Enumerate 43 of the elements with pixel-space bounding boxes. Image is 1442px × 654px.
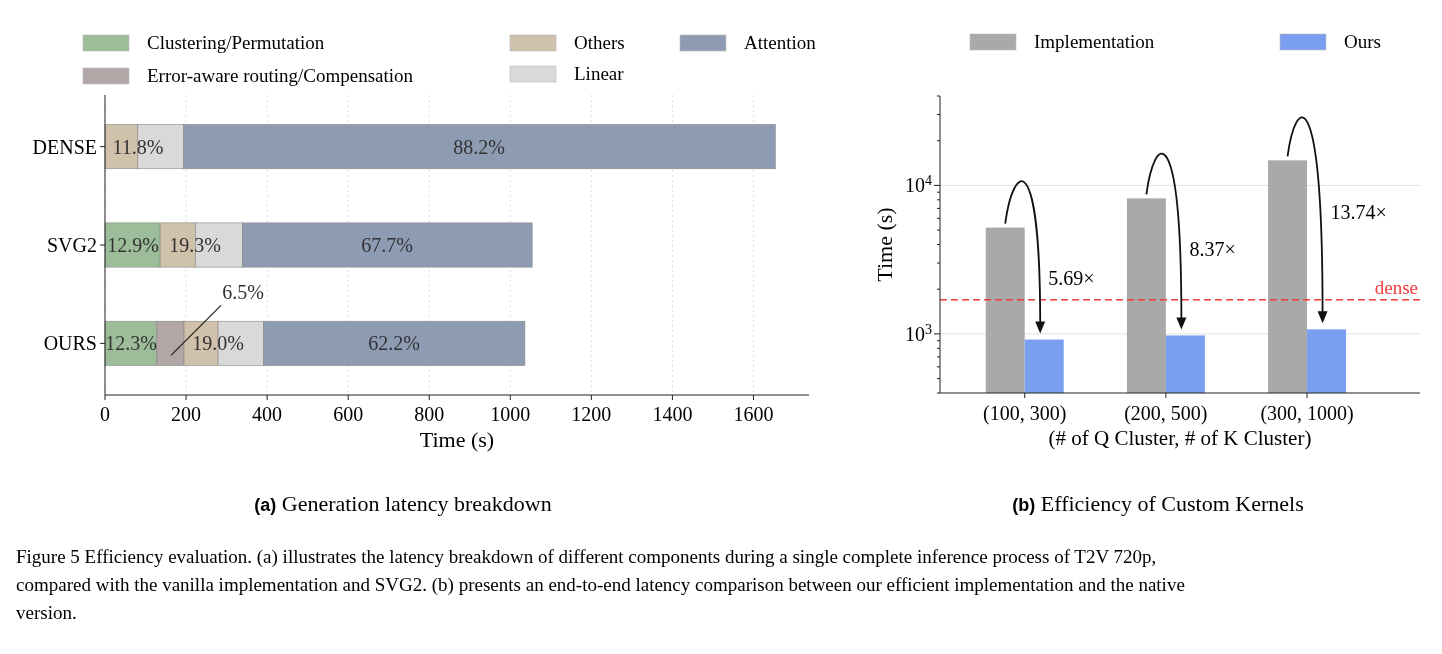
annotation: 88.2%	[453, 135, 505, 158]
legend-label: Others	[574, 32, 625, 53]
text: (a) Generation latency breakdown	[254, 491, 552, 516]
x-tick-label: (200, 500)	[1124, 402, 1208, 425]
caption: Figure 5 Efficiency evaluation. (a) illustrates the latency breakdown of different components during a single complete inference process of T2V 720p, compared with the vanilla implementation and SVG2. (b) presents an end-to-end latency comparison between our efficient implementation and the native version.	[16, 546, 1185, 623]
y-tick-label: 10$^{4}$	[905, 172, 932, 197]
legend-label: Linear	[574, 63, 625, 84]
annotation: 12.9%	[107, 234, 159, 256]
annotation: 19.3%	[169, 234, 221, 256]
annotation: 5.69×	[1048, 266, 1095, 289]
y-tick-label: DENSE	[32, 135, 97, 158]
y-axis-title: Time (s)	[872, 207, 897, 282]
x-tick-label: 1000	[490, 403, 531, 425]
annotation: 19.0%	[192, 332, 244, 355]
x-tick-label: (100, 300)	[983, 402, 1067, 425]
legend-label: Clustering/Permutation	[147, 32, 325, 53]
x-axis-title: (# of Q Cluster, # of K Cluster)	[1048, 426, 1312, 450]
x-tick-label: 800	[414, 403, 445, 425]
text: (b) Efficiency of Custom Kernels	[1012, 491, 1304, 516]
annotation: 11.8%	[112, 135, 164, 158]
x-tick-label: 600	[333, 403, 364, 425]
x-axis-title: Time (s)	[419, 427, 495, 452]
x-tick-label: 200	[171, 403, 202, 425]
legend-label: Attention	[744, 32, 817, 53]
annotation: 67.7%	[361, 234, 413, 256]
legend-label: Implementation	[1034, 31, 1155, 52]
legend-label: Error-aware routing/Compensation	[147, 65, 414, 86]
x-tick-label: 1400	[652, 403, 693, 425]
annotation: 12.3%	[105, 332, 157, 355]
ref-line-label: dense	[1374, 276, 1418, 298]
x-tick-label: 0	[100, 403, 110, 425]
x-tick-label: 1200	[571, 403, 612, 425]
annotation: 8.37×	[1189, 237, 1236, 260]
x-tick-label: 1600	[733, 403, 774, 425]
legend-label: Ours	[1344, 31, 1381, 52]
annotation: 13.74×	[1330, 200, 1387, 223]
y-tick-label: SVG2	[46, 234, 97, 256]
annotation: 62.2%	[368, 332, 420, 355]
y-tick-label: OURS	[43, 332, 97, 355]
annotation: 6.5%	[222, 281, 264, 304]
y-tick-label: 10$^{3}$	[905, 321, 932, 345]
x-tick-label: (300, 1000)	[1260, 402, 1354, 425]
x-tick-label: 400	[252, 403, 283, 425]
